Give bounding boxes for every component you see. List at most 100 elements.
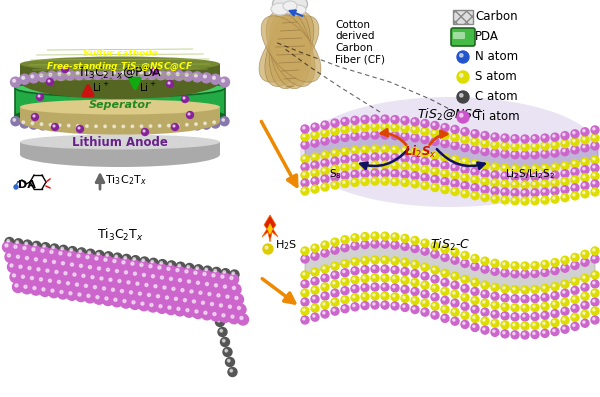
- Circle shape: [213, 308, 222, 316]
- Circle shape: [411, 306, 419, 314]
- Circle shape: [373, 117, 375, 119]
- Circle shape: [503, 331, 505, 334]
- Circle shape: [473, 316, 475, 318]
- Circle shape: [167, 267, 170, 270]
- Circle shape: [89, 273, 100, 284]
- Circle shape: [451, 317, 459, 325]
- Circle shape: [501, 172, 509, 180]
- Circle shape: [593, 174, 595, 176]
- Circle shape: [501, 269, 509, 277]
- Circle shape: [56, 71, 66, 81]
- Circle shape: [403, 244, 405, 247]
- Polygon shape: [305, 136, 598, 168]
- Circle shape: [563, 258, 565, 260]
- Circle shape: [185, 123, 188, 126]
- Circle shape: [543, 182, 545, 184]
- Circle shape: [119, 69, 130, 79]
- Circle shape: [321, 159, 329, 167]
- Circle shape: [403, 180, 405, 183]
- Circle shape: [561, 264, 569, 272]
- Circle shape: [230, 284, 241, 295]
- Circle shape: [341, 287, 349, 295]
- Circle shape: [122, 268, 133, 279]
- Text: Li$_2$S$_x$: Li$_2$S$_x$: [404, 144, 436, 160]
- Circle shape: [85, 292, 95, 303]
- Circle shape: [431, 160, 439, 168]
- Circle shape: [232, 272, 235, 274]
- Circle shape: [313, 315, 315, 317]
- Circle shape: [115, 270, 119, 273]
- Circle shape: [421, 150, 429, 158]
- Circle shape: [591, 188, 599, 196]
- Circle shape: [301, 255, 309, 263]
- Circle shape: [151, 275, 155, 278]
- Circle shape: [563, 164, 565, 166]
- Circle shape: [158, 72, 161, 75]
- Circle shape: [403, 278, 405, 280]
- Circle shape: [531, 304, 539, 312]
- Circle shape: [543, 198, 545, 200]
- Circle shape: [491, 319, 499, 327]
- Circle shape: [311, 313, 319, 321]
- Circle shape: [443, 187, 445, 190]
- Circle shape: [223, 285, 227, 288]
- Circle shape: [381, 161, 389, 169]
- Circle shape: [331, 181, 339, 189]
- FancyBboxPatch shape: [453, 32, 465, 39]
- Circle shape: [491, 283, 499, 291]
- Ellipse shape: [20, 135, 220, 150]
- Circle shape: [128, 260, 139, 271]
- Circle shape: [411, 279, 419, 287]
- Circle shape: [383, 179, 385, 181]
- Circle shape: [121, 289, 124, 293]
- Circle shape: [393, 235, 395, 237]
- Circle shape: [20, 119, 29, 128]
- Circle shape: [433, 177, 435, 179]
- Circle shape: [301, 125, 309, 133]
- Circle shape: [173, 266, 185, 277]
- Circle shape: [411, 237, 419, 245]
- Circle shape: [503, 323, 505, 325]
- Circle shape: [463, 253, 465, 255]
- Circle shape: [172, 295, 183, 306]
- Circle shape: [212, 268, 221, 276]
- Circle shape: [183, 97, 185, 99]
- Circle shape: [331, 173, 339, 181]
- Circle shape: [481, 131, 489, 139]
- Circle shape: [211, 310, 221, 321]
- Circle shape: [70, 249, 73, 251]
- Circle shape: [463, 160, 465, 162]
- Circle shape: [593, 136, 595, 138]
- Circle shape: [44, 267, 55, 278]
- Circle shape: [423, 283, 425, 285]
- Circle shape: [581, 283, 589, 291]
- Circle shape: [313, 133, 315, 135]
- Circle shape: [110, 257, 121, 268]
- Circle shape: [203, 75, 206, 78]
- Circle shape: [383, 234, 385, 236]
- Circle shape: [413, 166, 415, 168]
- Circle shape: [521, 165, 529, 173]
- Circle shape: [149, 258, 158, 267]
- Circle shape: [170, 285, 181, 296]
- Circle shape: [441, 185, 449, 194]
- Circle shape: [196, 267, 199, 269]
- Circle shape: [191, 269, 203, 280]
- Circle shape: [321, 283, 329, 291]
- Circle shape: [521, 313, 529, 321]
- Circle shape: [573, 255, 575, 257]
- Circle shape: [323, 267, 325, 269]
- Circle shape: [343, 165, 345, 168]
- Circle shape: [112, 288, 115, 291]
- Circle shape: [175, 122, 184, 131]
- Circle shape: [391, 132, 399, 140]
- Circle shape: [188, 113, 190, 115]
- Circle shape: [433, 277, 435, 279]
- Circle shape: [521, 173, 529, 181]
- Ellipse shape: [20, 56, 220, 71]
- Circle shape: [83, 69, 93, 79]
- Circle shape: [453, 181, 455, 183]
- Circle shape: [373, 267, 375, 269]
- Circle shape: [361, 241, 369, 249]
- Circle shape: [421, 119, 429, 127]
